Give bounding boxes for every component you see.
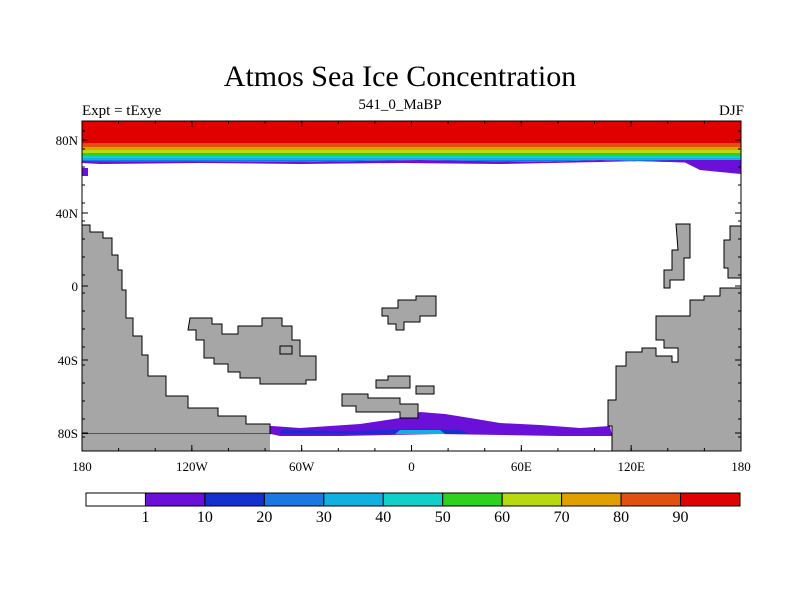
y-tick-label: 0 [72, 279, 79, 294]
y-tick-label: 80N [56, 133, 79, 148]
x-tick-label: 60W [289, 459, 315, 474]
colorbar-label: 10 [197, 509, 213, 526]
colorbar-swatch [620, 492, 682, 507]
landmass-south-ridge [341, 393, 419, 419]
experiment-label: Expt = tExye [82, 103, 162, 119]
y-axis: 80N 40N 0 40S 80S [56, 130, 741, 441]
season-label: DJF [718, 103, 744, 119]
colorbar-label: 20 [256, 509, 272, 526]
colorbar-swatch [323, 492, 384, 507]
x-tick-label: 60E [511, 459, 532, 474]
x-tick-label: 120E [617, 459, 645, 474]
x-tick-label: 180 [731, 459, 751, 474]
landmass-east-peninsula [663, 223, 691, 289]
landmass-west-base [82, 434, 270, 451]
map-title: Atmos Sea Ice Concentration [223, 60, 577, 93]
ice-band-30 [82, 158, 741, 160]
ice-band-70 [82, 147, 741, 150]
colorbar-label: 40 [375, 509, 391, 526]
colorbar-swatch [501, 492, 563, 507]
ice-edge-west [82, 168, 88, 176]
x-axis: 180 120W 60W 0 60E 120E 180 [72, 121, 751, 474]
colorbar-swatch [680, 492, 741, 507]
ice-band-50 [82, 153, 741, 156]
landmass-west-continent [82, 224, 271, 435]
x-tick-label: 0 [408, 459, 415, 474]
colorbar-swatch [561, 492, 622, 507]
colorbar-label: 70 [554, 509, 570, 526]
ice-band-60 [82, 150, 741, 153]
colorbar-swatch [144, 492, 206, 507]
ice-band-90 [82, 121, 741, 143]
landmass-east-continent [607, 287, 741, 451]
landmass-small-2 [375, 375, 411, 389]
southern-ice-1 [258, 412, 612, 436]
ice-band-20 [82, 160, 741, 164]
ice-band-80 [82, 143, 741, 147]
ice-edge-east [680, 160, 741, 174]
landmass-small-1 [279, 345, 293, 355]
landmass-north-island [381, 295, 437, 331]
colorbar-label: 60 [494, 509, 510, 526]
colorbar-swatch [442, 492, 503, 507]
colorbar-label: 90 [673, 509, 689, 526]
x-tick-label: 120W [176, 459, 209, 474]
y-tick-label: 40S [58, 353, 78, 368]
ice-band-1 [82, 160, 741, 172]
landmass-central [187, 317, 317, 385]
ice-band-40 [82, 156, 741, 158]
landmass-small-3 [415, 385, 435, 395]
colorbar-swatch [263, 492, 325, 507]
colorbar-label: 30 [316, 509, 332, 526]
southern-ice-30 [395, 430, 445, 434]
map-plot-area [82, 121, 741, 451]
colorbar-swatch [382, 492, 444, 507]
colorbar-label: 50 [435, 509, 451, 526]
landmass-east-edge [723, 225, 741, 279]
colorbar-label: 1 [141, 509, 149, 526]
colorbar-swatch [85, 492, 146, 507]
colorbar: 1 10 20 30 40 50 60 70 80 90 [85, 492, 741, 526]
x-tick-label: 180 [72, 459, 92, 474]
colorbar-label: 80 [613, 509, 629, 526]
period-label: 541_0_MaBP [358, 97, 442, 113]
y-tick-label: 40N [56, 206, 79, 221]
y-tick-label: 80S [58, 426, 78, 441]
colorbar-swatch [204, 492, 265, 507]
